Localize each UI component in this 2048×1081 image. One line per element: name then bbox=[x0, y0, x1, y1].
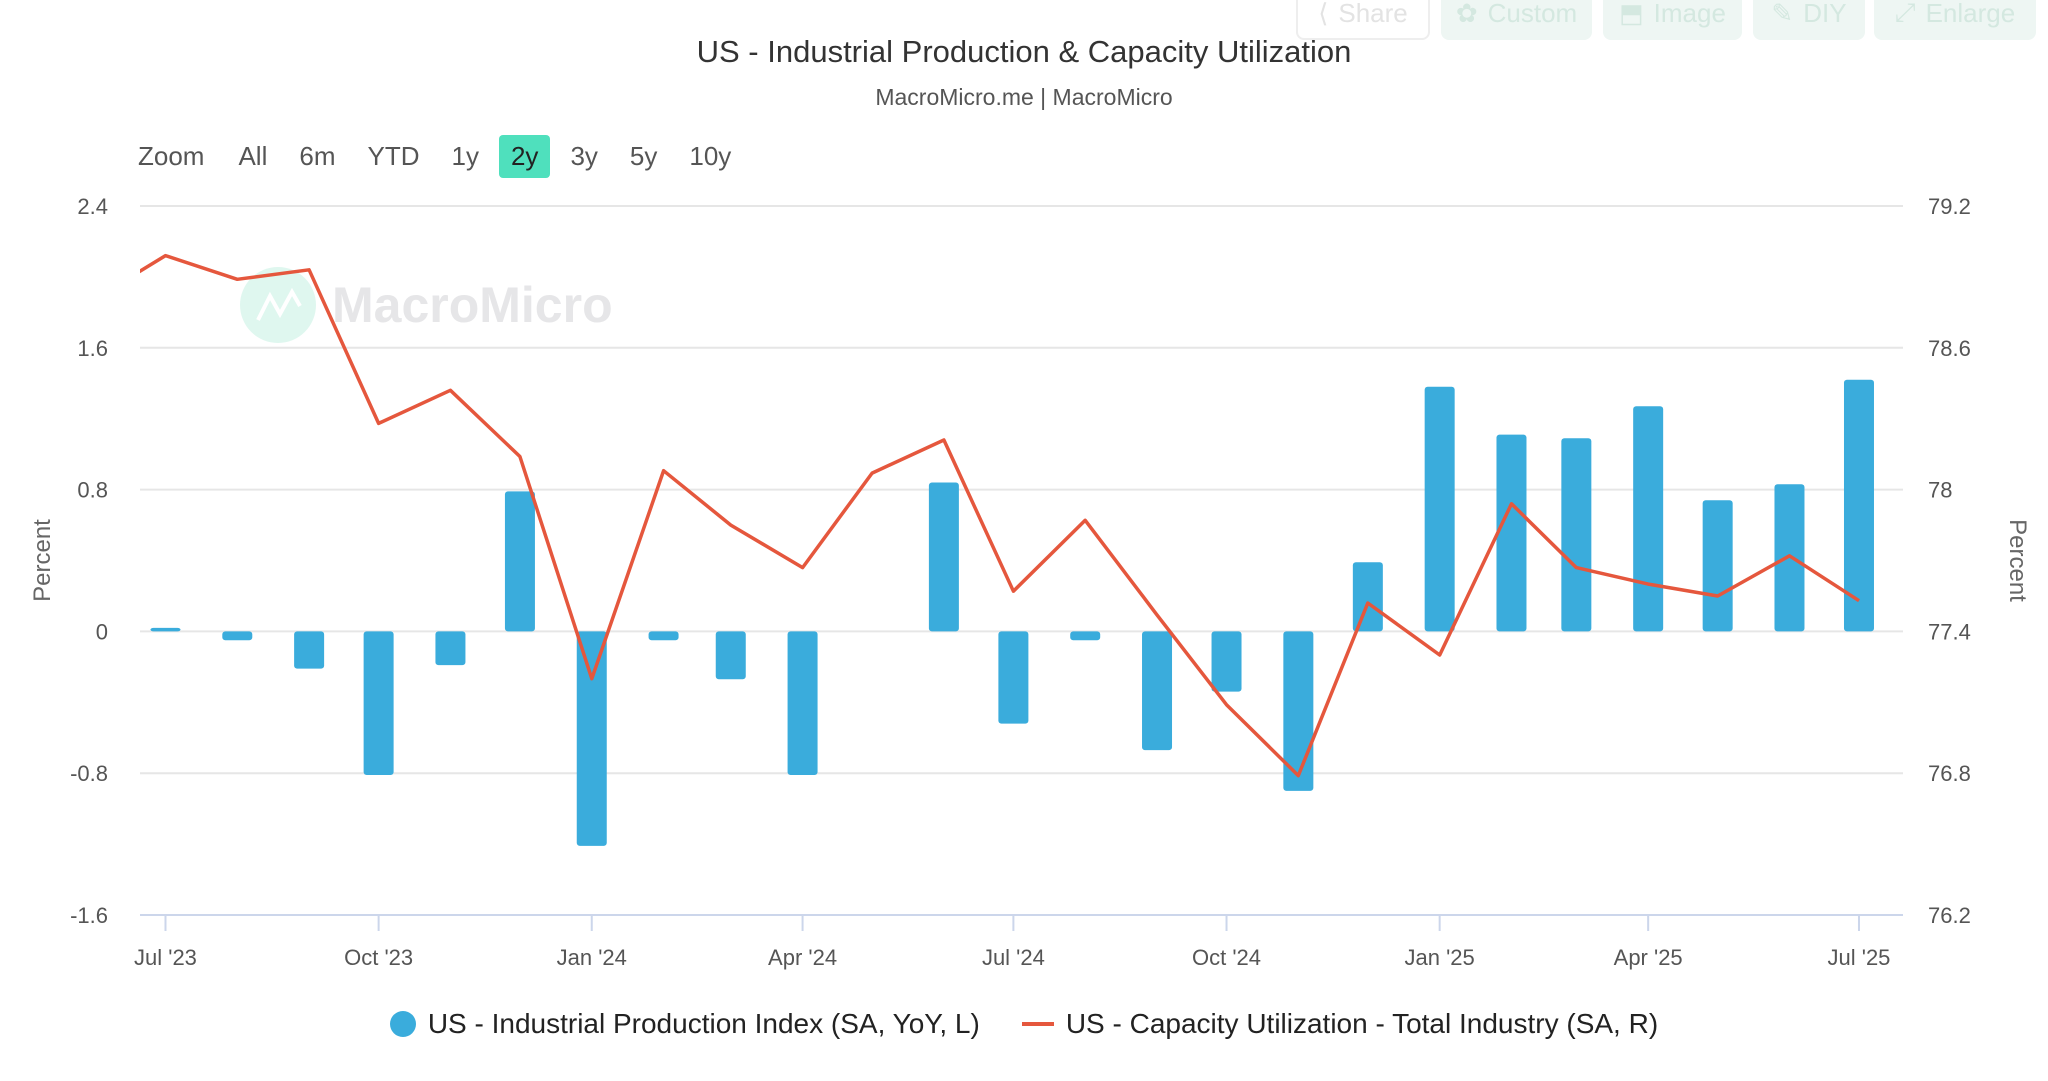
x-tick-label: Oct '23 bbox=[344, 945, 413, 970]
right-tick-label: 78 bbox=[1928, 478, 1952, 503]
watermark-logo-icon bbox=[240, 267, 316, 343]
range-button-all[interactable]: All bbox=[238, 141, 268, 171]
ip-bar bbox=[1702, 500, 1733, 632]
ip-bar bbox=[1496, 434, 1527, 632]
button-label: Custom bbox=[1487, 0, 1578, 28]
x-tick-label: Oct '24 bbox=[1192, 945, 1261, 970]
ip-bar bbox=[1424, 386, 1455, 632]
ip-bar bbox=[928, 482, 959, 632]
x-tick-label: Jan '25 bbox=[1405, 945, 1475, 970]
range-button-2y[interactable]: 2y bbox=[498, 135, 551, 178]
chart-title: US - Industrial Production & Capacity Ut… bbox=[696, 34, 1352, 69]
ip-bar bbox=[715, 631, 746, 680]
left-axis-title: Percent bbox=[29, 519, 56, 602]
image-button[interactable]: ⬒ Image bbox=[1603, 0, 1742, 40]
ip-bar bbox=[648, 631, 679, 641]
chart-subtitle: MacroMicro.me | MacroMicro bbox=[875, 84, 1173, 110]
right-tick-label: 79.2 bbox=[1928, 194, 1971, 219]
legend-line-icon bbox=[1021, 1022, 1054, 1026]
custom-button[interactable]: ✿ Custom bbox=[1441, 0, 1592, 40]
gear-icon: ✿ bbox=[1455, 0, 1478, 28]
ip-bar bbox=[1070, 631, 1101, 641]
range-selector: Zoom All 6m YTD 1y 2y 3y 5y 10y bbox=[138, 135, 751, 178]
range-button-5y[interactable]: 5y bbox=[629, 141, 658, 171]
ip-bar bbox=[363, 631, 394, 775]
legend-item[interactable]: US - Capacity Utilization - Total Indust… bbox=[1021, 1008, 1659, 1040]
left-tick-label: -1.6 bbox=[70, 903, 108, 928]
right-tick-label: 76.8 bbox=[1928, 761, 1971, 786]
left-tick-label: 0.8 bbox=[77, 478, 108, 503]
watermark-logo-mark bbox=[256, 287, 302, 321]
share-icon: ⟨ bbox=[1318, 0, 1329, 28]
ip-bar bbox=[504, 491, 535, 632]
share-button[interactable]: ⟨ Share bbox=[1296, 0, 1430, 40]
ip-bar bbox=[1561, 438, 1592, 632]
watermark-text: MacroMicro bbox=[332, 277, 613, 333]
button-label: Image bbox=[1653, 0, 1726, 28]
ip-bar bbox=[150, 627, 181, 632]
x-tick-label: Jan '24 bbox=[557, 945, 627, 970]
right-tick-label: 77.4 bbox=[1928, 619, 1971, 644]
range-button-6m[interactable]: 6m bbox=[299, 141, 336, 171]
range-button-3y[interactable]: 3y bbox=[570, 141, 598, 171]
ip-bar bbox=[576, 631, 607, 846]
expand-icon: ⤢ bbox=[1894, 0, 1916, 27]
legend-label: US - Industrial Production Index (SA, Yo… bbox=[427, 1008, 980, 1039]
legend-dot-icon bbox=[389, 1011, 416, 1037]
legend-label: US - Capacity Utilization - Total Indust… bbox=[1065, 1008, 1659, 1039]
left-tick-label: 2.4 bbox=[77, 194, 108, 219]
ip-bar bbox=[1283, 631, 1314, 791]
range-button-10y[interactable]: 10y bbox=[689, 141, 732, 171]
ip-bar bbox=[1843, 379, 1874, 632]
image-download-icon: ⬒ bbox=[1619, 0, 1644, 28]
pencil-icon: ✎ bbox=[1771, 0, 1794, 28]
range-button-ytd[interactable]: YTD bbox=[367, 141, 420, 171]
ip-bar bbox=[222, 631, 253, 641]
left-tick-label: 1.6 bbox=[77, 336, 108, 361]
button-label: Share bbox=[1338, 0, 1408, 28]
x-tick-label: Apr '24 bbox=[768, 945, 837, 970]
right-axis-title: Percent bbox=[2004, 519, 2031, 602]
diy-button[interactable]: ✎ DIY bbox=[1753, 0, 1865, 40]
enlarge-button[interactable]: ⤢ Enlarge bbox=[1874, 0, 2036, 40]
capacity-utilization-line bbox=[140, 253, 1860, 778]
left-tick-label: 0 bbox=[96, 619, 108, 644]
ip-bar bbox=[1352, 562, 1383, 632]
left-tick-label: -0.8 bbox=[70, 761, 108, 786]
x-tick-label: Jul '23 bbox=[134, 945, 197, 970]
ip-bar bbox=[787, 631, 818, 775]
ip-bar bbox=[294, 631, 325, 669]
x-tick-label: Apr '25 bbox=[1614, 945, 1683, 970]
ip-bar bbox=[435, 631, 466, 666]
right-tick-label: 76.2 bbox=[1928, 903, 1971, 928]
ip-bar bbox=[1633, 406, 1664, 632]
button-label: Enlarge bbox=[1925, 0, 2016, 28]
legend-item[interactable]: US - Industrial Production Index (SA, Yo… bbox=[389, 1008, 980, 1040]
x-tick-label: Jul '24 bbox=[982, 945, 1045, 970]
range-button-1y[interactable]: 1y bbox=[451, 141, 479, 171]
button-label: DIY bbox=[1803, 0, 1847, 28]
legend: US - Industrial Production Index (SA, Yo… bbox=[0, 1008, 2048, 1040]
ip-bar bbox=[998, 631, 1029, 724]
x-tick-label: Jul '25 bbox=[1828, 945, 1891, 970]
range-selector-label: Zoom bbox=[138, 141, 205, 171]
ip-bar bbox=[1142, 631, 1173, 751]
ip-bar bbox=[1211, 631, 1242, 692]
right-tick-label: 78.6 bbox=[1928, 336, 1971, 361]
